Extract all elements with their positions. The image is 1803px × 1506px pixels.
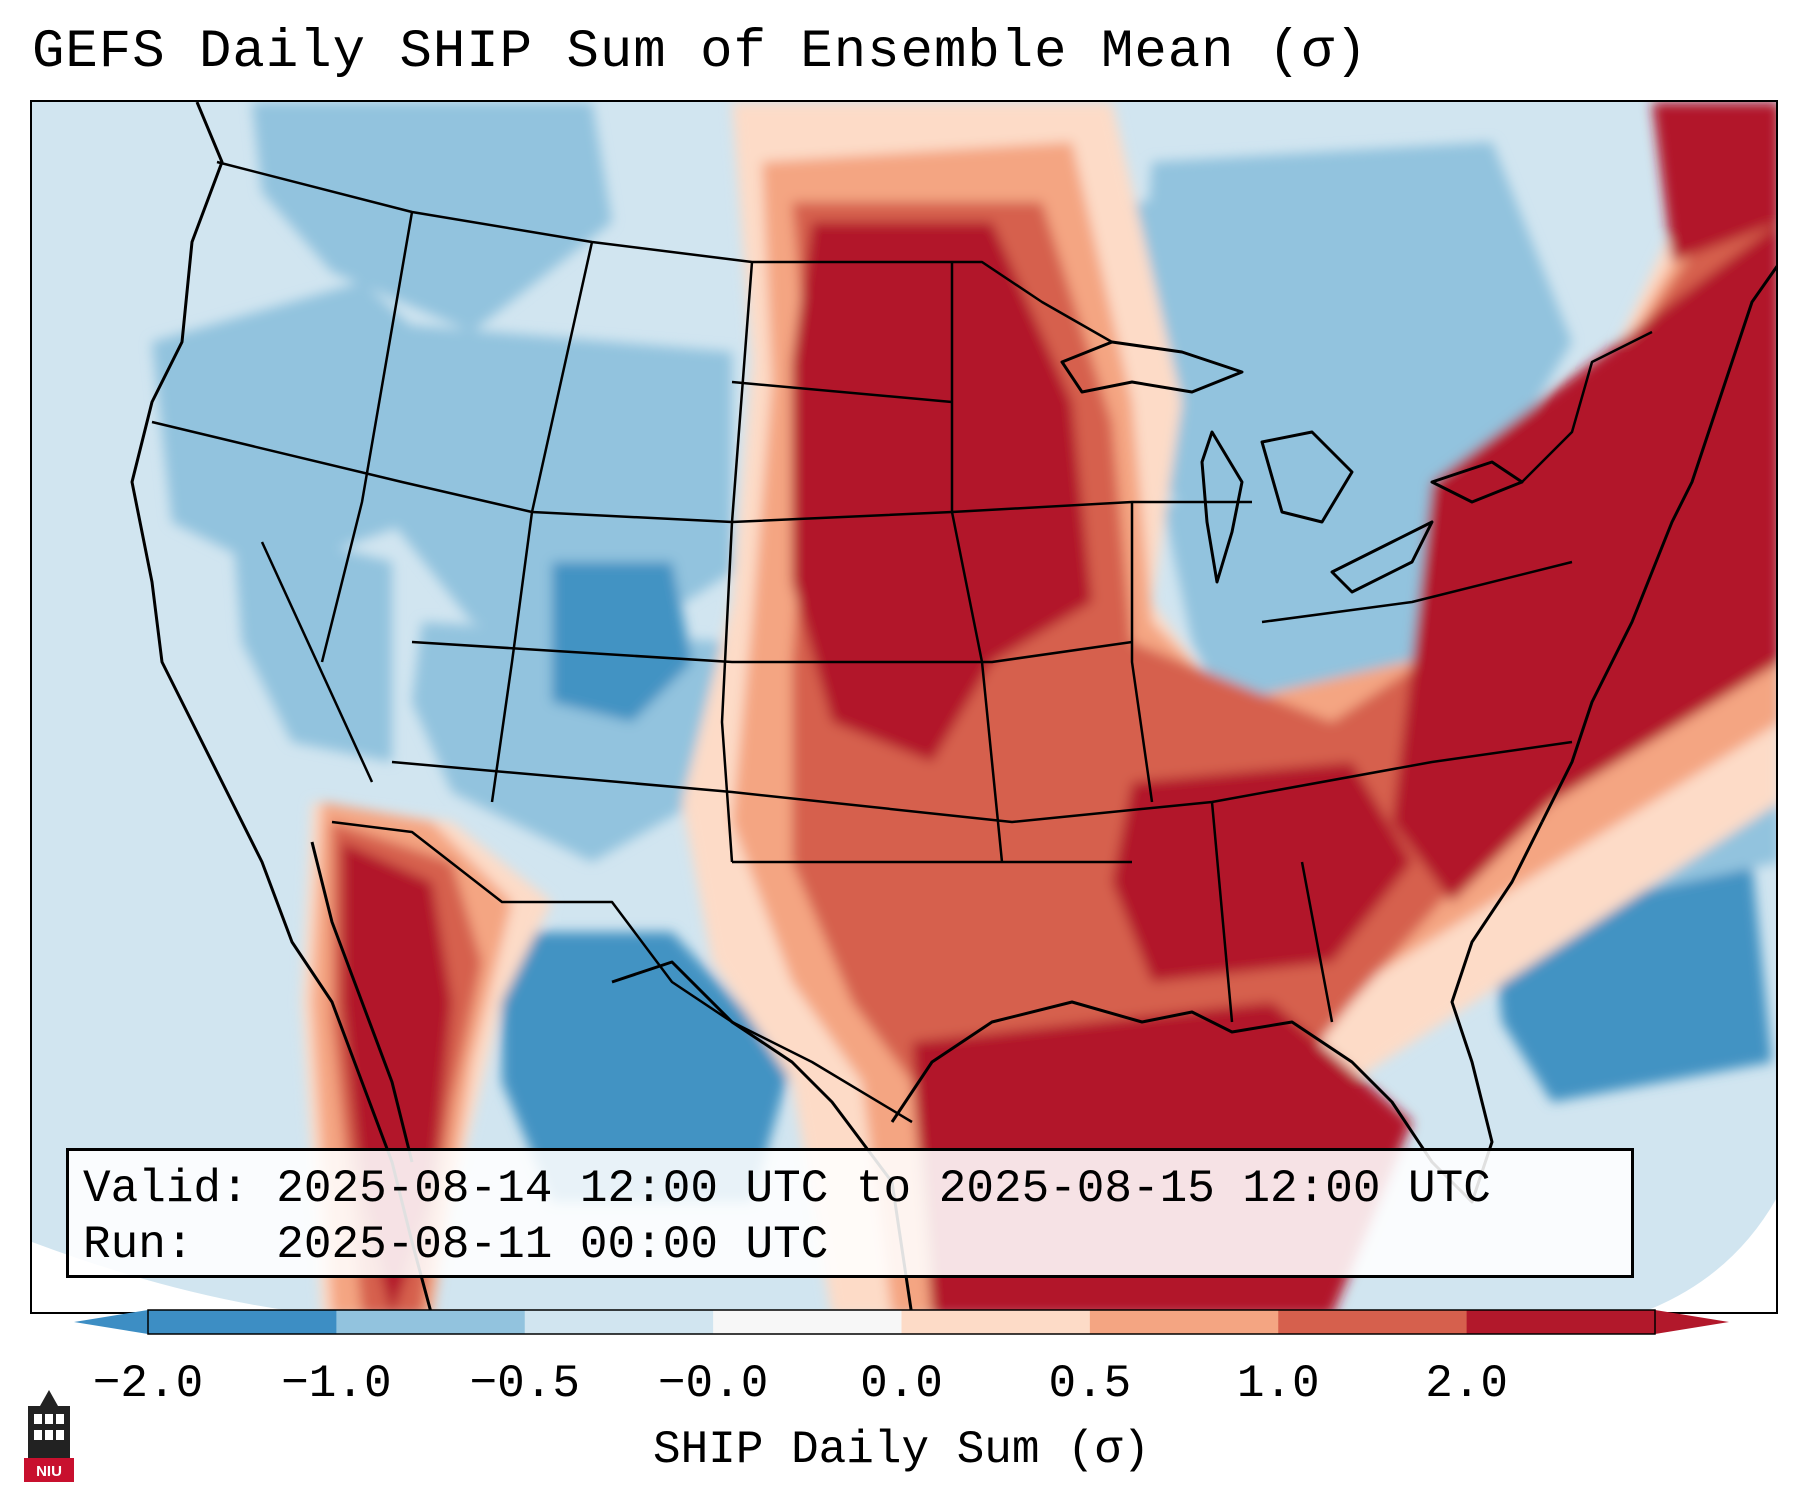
projection-edge bbox=[32, 1242, 299, 1312]
state-line bbox=[1261, 560, 1573, 624]
colorbar-tick-label: 2.0 bbox=[1425, 1358, 1509, 1410]
field-patch bbox=[1112, 762, 1412, 982]
state-line bbox=[950, 262, 1004, 863]
lake-erie bbox=[1330, 520, 1434, 594]
colorbar-tick-label: 0.0 bbox=[860, 1358, 943, 1410]
map-title: GEFS Daily SHIP Sum of Ensemble Mean (σ) bbox=[32, 22, 1369, 83]
colorbar-segment bbox=[1466, 1310, 1656, 1334]
us-canada-border-east bbox=[1521, 330, 1653, 483]
field-patch bbox=[502, 932, 792, 1202]
field-patch bbox=[252, 102, 612, 332]
colorbar-outline bbox=[147, 1309, 1656, 1335]
state-line bbox=[411, 640, 1133, 664]
baja-coastline bbox=[310, 841, 414, 1163]
valid-time: 2025-08-14 12:00 UTC to 2025-08-15 12:00… bbox=[276, 1163, 1491, 1215]
colorbar-tick-label: −1.0 bbox=[281, 1358, 392, 1410]
run-time: 2025-08-11 00:00 UTC bbox=[276, 1219, 829, 1271]
colorbar-extend-high bbox=[1655, 1310, 1729, 1334]
colorbar-segment bbox=[901, 1310, 1091, 1334]
colorbar-tick-label: −0.0 bbox=[657, 1358, 769, 1410]
state-line bbox=[1130, 502, 1154, 803]
logo-text: NIU bbox=[36, 1463, 62, 1480]
colorbar-segment bbox=[524, 1310, 714, 1334]
borders bbox=[151, 160, 1653, 1124]
colorbar-tick-label: −2.0 bbox=[92, 1358, 204, 1410]
colorbar-extend-low bbox=[74, 1310, 148, 1334]
state-line bbox=[260, 541, 374, 783]
valid-run-info-box: Valid: 2025-08-14 12:00 UTC to 2025-08-1… bbox=[66, 1148, 1634, 1278]
valid-label: Valid: bbox=[83, 1163, 249, 1215]
ship-anomaly-map bbox=[32, 102, 1776, 1312]
university-tower-icon: NIU bbox=[24, 1390, 74, 1482]
state-line bbox=[731, 380, 953, 404]
state-line bbox=[391, 740, 1573, 824]
field-patch bbox=[1142, 142, 1572, 562]
east-coastline bbox=[1540, 265, 1776, 823]
colorbar-segment bbox=[148, 1310, 337, 1334]
colorbar-segment bbox=[336, 1310, 526, 1334]
colorbar-segment bbox=[713, 1310, 902, 1334]
state-line bbox=[490, 241, 594, 803]
field-patch bbox=[232, 522, 392, 762]
colorbar bbox=[74, 1309, 1729, 1335]
coastlines bbox=[130, 102, 1776, 1312]
colorbar-label: SHIP Daily Sum (σ) bbox=[653, 1424, 1150, 1476]
west-coastline bbox=[130, 102, 433, 1312]
gulf-coastline bbox=[890, 821, 1544, 1204]
colorbar-segment bbox=[1278, 1310, 1468, 1334]
projection-edge bbox=[1642, 1199, 1776, 1312]
field-patch bbox=[1652, 102, 1776, 262]
colorbar-tick-label: 1.0 bbox=[1236, 1358, 1320, 1410]
lake-huron bbox=[1260, 430, 1354, 524]
colorbar-segment bbox=[1089, 1310, 1279, 1334]
colorbar-tick-label: 0.5 bbox=[1048, 1358, 1132, 1410]
field-patch bbox=[1392, 224, 1776, 902]
field-patch bbox=[792, 222, 1092, 762]
lake-michigan bbox=[1200, 430, 1244, 584]
us-mexico-border bbox=[331, 820, 913, 1124]
field-patch bbox=[552, 562, 692, 722]
state-line bbox=[1300, 861, 1334, 1023]
run-label: Run: bbox=[83, 1219, 194, 1271]
state-line bbox=[1210, 801, 1234, 1023]
map-panel bbox=[30, 100, 1778, 1314]
lake-superior bbox=[1060, 340, 1244, 394]
state-line bbox=[320, 211, 414, 663]
colorbar-tick-label: −0.5 bbox=[469, 1358, 580, 1410]
